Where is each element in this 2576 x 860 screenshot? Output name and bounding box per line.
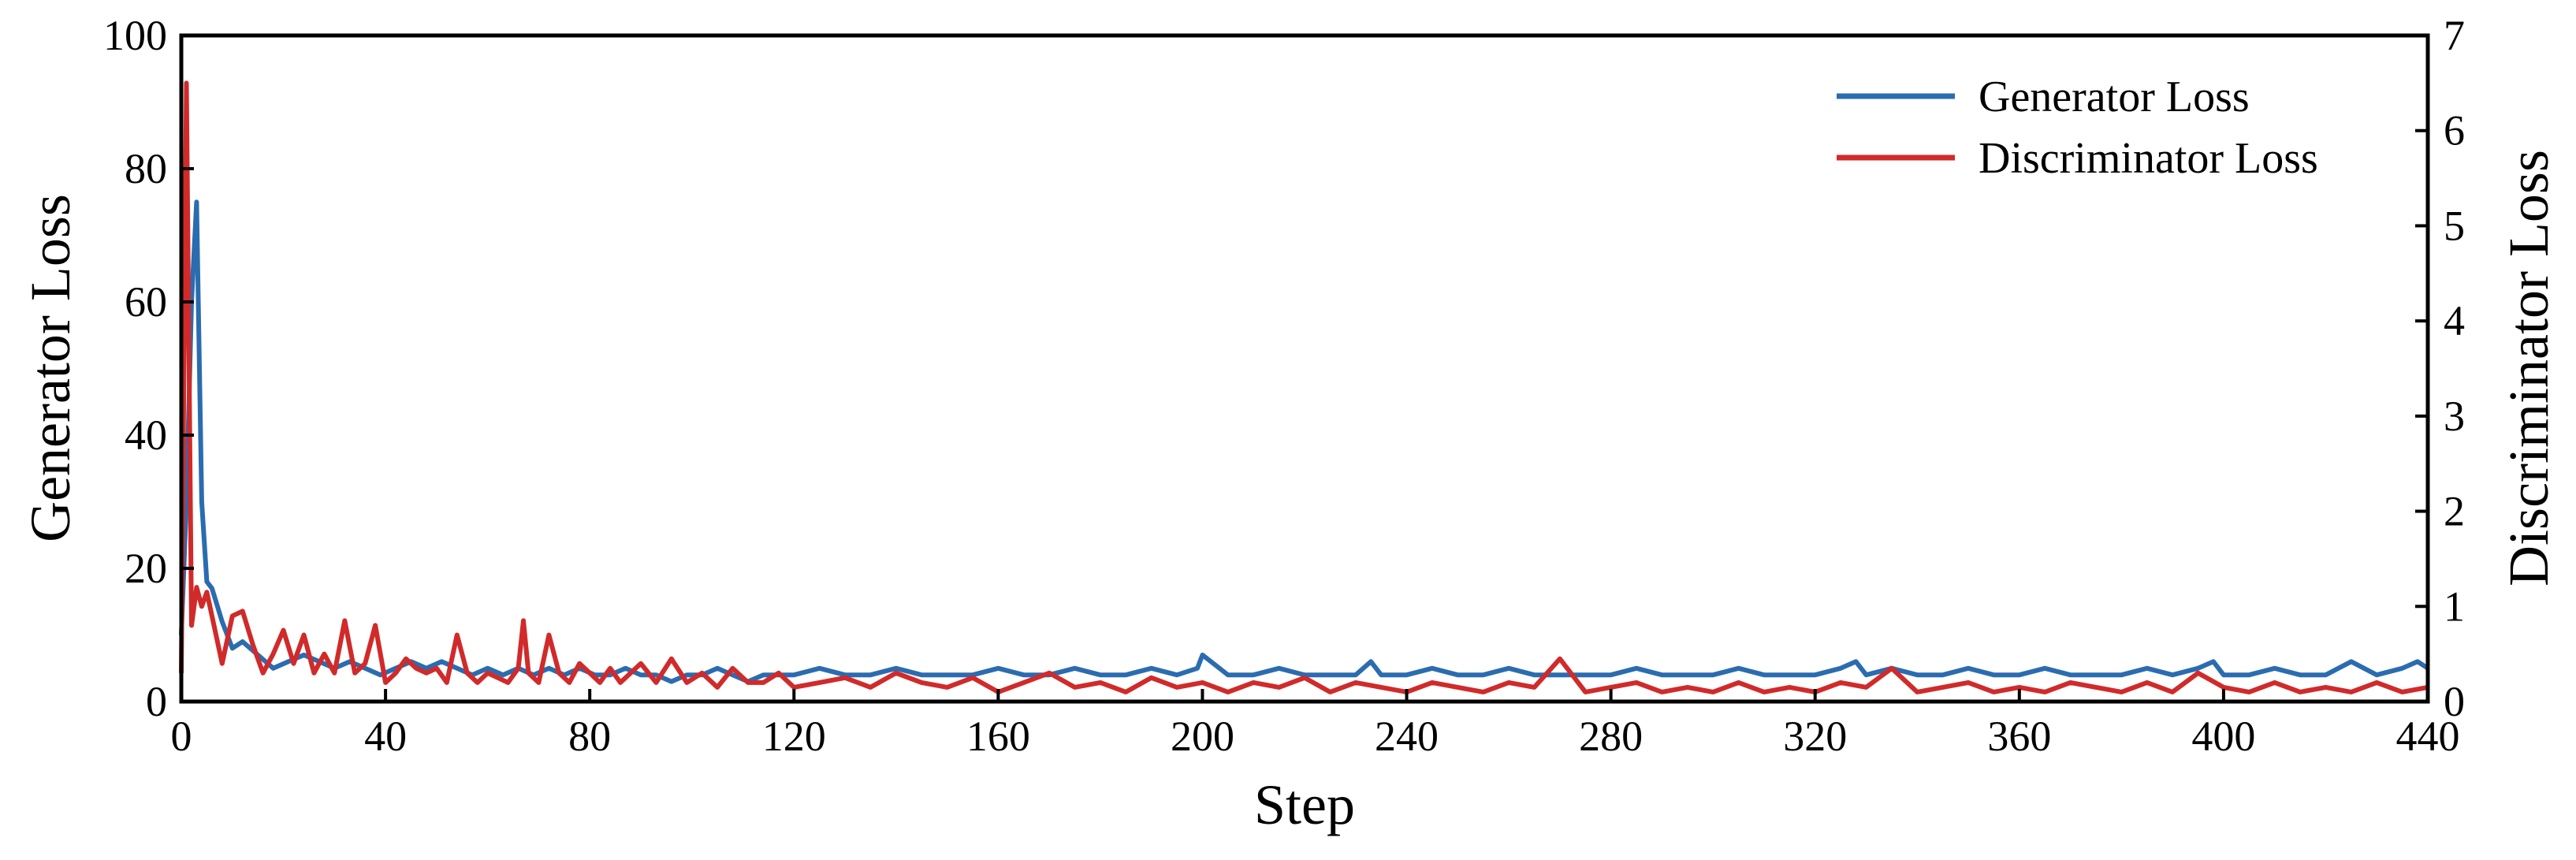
- y-right-tick-label: 4: [2444, 297, 2465, 344]
- x-tick-label: 200: [1171, 713, 1234, 760]
- x-tick-label: 80: [568, 713, 611, 760]
- x-tick-label: 120: [762, 713, 826, 760]
- y-right-tick-label: 6: [2444, 107, 2465, 155]
- legend-label-generator: Generator Loss: [1979, 73, 2250, 121]
- x-tick-label: 0: [171, 713, 192, 760]
- x-tick-label: 40: [364, 713, 407, 760]
- series-layer: [179, 80, 2429, 694]
- y-right-tick-label: 1: [2444, 583, 2465, 630]
- y-axis-right-title: Discriminator Loss: [2497, 150, 2560, 586]
- y-right-tick-label: 2: [2444, 488, 2465, 535]
- x-tick-label: 440: [2396, 713, 2460, 760]
- y-left-tick-label: 40: [125, 411, 167, 459]
- legend: Generator Loss Discriminator Loss: [1837, 73, 2318, 183]
- y-axis-left-title: Generator Loss: [19, 194, 82, 542]
- x-axis-title: Step: [1254, 773, 1355, 836]
- ticks-layer: 0 40 80 120 160 200 240 280 320 360 400 44002040608…: [103, 12, 2465, 760]
- y-left-tick-label: 80: [125, 145, 167, 192]
- legend-label-discriminator: Discriminator Loss: [1979, 134, 2318, 183]
- y-right-tick-label: 0: [2444, 678, 2465, 725]
- x-tick-label: 320: [1783, 713, 1847, 760]
- series-line-discriminator-loss: [179, 80, 2429, 694]
- y-right-tick-label: 7: [2444, 12, 2465, 59]
- y-right-tick-label: 3: [2444, 393, 2465, 440]
- x-tick-label: 280: [1579, 713, 1643, 760]
- x-tick-label: 240: [1375, 713, 1439, 760]
- y-left-tick-label: 60: [125, 278, 167, 326]
- y-right-tick-label: 5: [2444, 202, 2465, 249]
- y-left-tick-label: 100: [103, 12, 167, 59]
- plot-area-frame: [179, 33, 2430, 704]
- y-left-tick-label: 20: [125, 545, 167, 592]
- series-line-generator-loss: [179, 199, 2429, 684]
- x-tick-label: 160: [966, 713, 1030, 760]
- x-tick-label: 400: [2191, 713, 2255, 760]
- y-left-tick-label: 0: [146, 678, 167, 725]
- x-tick-label: 360: [1987, 713, 2051, 760]
